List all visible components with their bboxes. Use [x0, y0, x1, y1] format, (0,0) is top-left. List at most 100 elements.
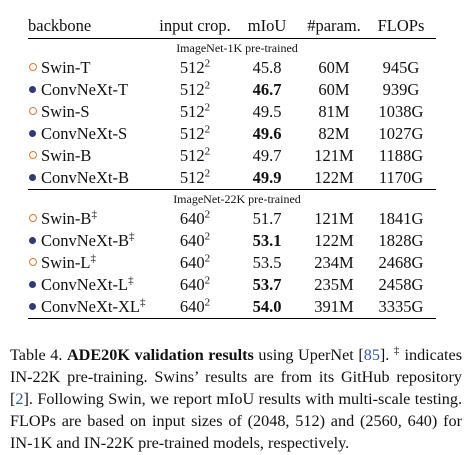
miou-value: 53.5	[252, 253, 282, 272]
in22k-dagger: ‡	[128, 274, 134, 287]
in22k-dagger: ‡	[91, 208, 97, 221]
cell-miou: 53.5	[232, 252, 302, 274]
filled-circle-icon	[28, 79, 37, 101]
filled-circle-icon	[28, 274, 37, 296]
miou-value: 46.7	[252, 80, 282, 99]
table-row: Swin-B 5122 49.7 121M 1188G	[28, 145, 436, 167]
backbone-name: Swin-T	[41, 58, 91, 77]
cell-params: 121M	[314, 209, 354, 228]
backbone-name: Swin-B	[41, 209, 92, 228]
miou-value: 51.7	[252, 209, 282, 228]
filled-circle-icon	[28, 167, 37, 189]
cell-flops: 1170G	[378, 168, 424, 187]
filled-circle-icon	[28, 230, 37, 252]
cell-params: 122M	[314, 168, 354, 187]
cell-miou: 53.7	[232, 274, 302, 296]
cell-params: 391M	[302, 296, 366, 319]
citation-85[interactable]: 85	[363, 346, 380, 364]
backbone-name: ConvNeXt-S	[41, 124, 128, 143]
crop-exponent: 2	[204, 208, 211, 221]
cell-flops: 3335G	[366, 296, 436, 319]
crop-size: 640	[179, 231, 205, 250]
caption-title: ADE20K validation results	[66, 346, 254, 364]
caption-dagger: ‡	[393, 344, 400, 357]
caption-text-2: ].	[379, 346, 394, 364]
crop-exponent: 2	[204, 167, 211, 180]
cell-flops: 1188G	[378, 146, 424, 165]
crop-exponent: 2	[204, 296, 211, 309]
backbone-name: Swin-L	[41, 253, 91, 272]
citation-2[interactable]: 2	[15, 390, 24, 408]
cell-input-crop: 5122	[158, 101, 232, 123]
cell-input-crop: 5122	[158, 167, 232, 190]
cell-params: 121M	[314, 146, 354, 165]
cell-backbone: ConvNeXt-B	[28, 167, 158, 190]
cell-input-crop: 6402	[158, 208, 232, 230]
crop-exponent: 2	[204, 252, 211, 265]
crop-exponent: 2	[204, 123, 211, 136]
header-input-crop: input crop.	[158, 14, 232, 39]
filled-circle-icon	[28, 296, 37, 318]
cell-miou: 51.7	[232, 208, 302, 230]
backbone-name: ConvNeXt-XL	[41, 297, 140, 316]
table-body: ImageNet-1K pre-trained Swin-T 5122 45.8 60M…	[28, 39, 436, 319]
cell-backbone: Swin-T	[28, 57, 158, 79]
cell-flops: 939G	[382, 80, 420, 99]
open-circle-icon	[28, 208, 37, 230]
miou-value: 49.5	[252, 102, 282, 121]
table-header-row: backbone input crop. mIoU #param. FLOPs	[28, 14, 436, 39]
caption-text-4: ]. Following Swin, we report mIoU result…	[10, 390, 462, 452]
section-header-row: ImageNet-1K pre-trained	[28, 39, 436, 58]
cell-backbone: ConvNeXt-S	[28, 123, 158, 145]
section-label: ImageNet-1K pre-trained	[176, 41, 298, 55]
caption-prefix: Table 4.	[10, 346, 67, 364]
filled-circle-icon	[28, 123, 37, 145]
open-circle-icon	[28, 145, 37, 167]
crop-exponent: 2	[204, 79, 211, 92]
header-backbone: backbone	[28, 14, 158, 39]
cell-miou: 45.8	[232, 57, 302, 79]
header-miou: mIoU	[232, 14, 302, 39]
cell-params: 60M	[318, 58, 350, 77]
cell-backbone: ConvNeXt-T	[28, 79, 158, 101]
caption-text-3: indicates IN-22K pre-training. Swins’ re…	[10, 346, 463, 408]
cell-input-crop: 5122	[158, 57, 232, 79]
cell-params: 234M	[314, 253, 354, 272]
backbone-name: ConvNeXt-L	[41, 275, 129, 294]
backbone-name: ConvNeXt-T	[41, 80, 129, 99]
table-row: Swin-T 5122 45.8 60M 945G	[28, 57, 436, 79]
cell-miou: 49.5	[232, 101, 302, 123]
crop-size: 512	[179, 168, 205, 187]
table-row: Swin-L‡ 6402 53.5 234M 2468G	[28, 252, 436, 274]
cell-flops: 1038G	[378, 102, 424, 121]
miou-value: 53.1	[252, 231, 282, 250]
in22k-dagger: ‡	[90, 252, 97, 265]
cell-backbone: ConvNeXt-B‡	[28, 230, 158, 252]
table-row: ConvNeXt-XL‡ 6402 54.0 391M 3335G	[28, 296, 436, 319]
open-circle-icon	[28, 101, 37, 123]
cell-flops: 1027G	[378, 124, 424, 143]
open-circle-icon	[28, 252, 37, 274]
table-row: ConvNeXt-B 5122 49.9 122M 1170G	[28, 167, 436, 190]
cell-backbone: Swin-B	[28, 145, 158, 167]
crop-exponent: 2	[204, 230, 211, 243]
miou-value: 49.9	[252, 168, 282, 187]
cell-flops: 2458G	[378, 275, 424, 294]
header-flops: FLOPs	[366, 14, 436, 39]
cell-flops: 1828G	[378, 231, 424, 250]
crop-size: 512	[179, 124, 205, 143]
crop-size: 512	[179, 146, 205, 165]
cell-miou: 54.0	[232, 296, 302, 319]
in22k-dagger: ‡	[129, 230, 135, 243]
cell-flops: 945G	[382, 58, 420, 77]
cell-backbone: ConvNeXt-L‡	[28, 274, 158, 296]
crop-size: 512	[179, 58, 205, 77]
miou-value: 49.7	[252, 146, 282, 165]
table-row: ConvNeXt-B‡ 6402 53.1 122M 1828G	[28, 230, 436, 252]
backbone-name: ConvNeXt-B	[41, 231, 129, 250]
header-params: #param.	[302, 14, 366, 39]
miou-value: 49.6	[252, 124, 282, 143]
cell-backbone: ConvNeXt-XL‡	[28, 296, 158, 319]
cell-input-crop: 6402	[158, 274, 232, 296]
caption-text-1: using UperNet [	[253, 346, 364, 364]
